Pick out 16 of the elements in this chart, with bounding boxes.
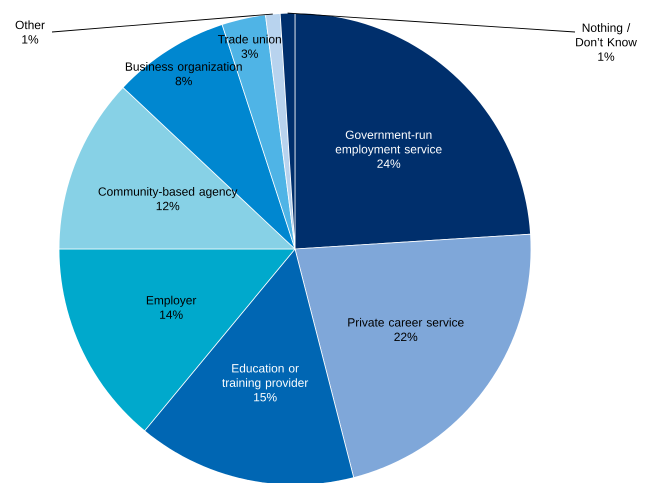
data-label: 22%	[394, 332, 418, 342]
slice-label: Other	[16, 20, 45, 30]
slice-label: Education or training provider	[222, 364, 308, 390]
data-label: 24%	[377, 159, 400, 168]
data-label: 3%	[242, 49, 258, 58]
data-label: 15%	[254, 393, 277, 402]
slice-label: Private career service	[348, 318, 464, 327]
slice-label: Employer	[146, 296, 196, 307]
data-label: 1%	[22, 35, 38, 44]
slice-label: Nothing / Don’t Know	[576, 23, 637, 46]
data-label: 8%	[176, 76, 192, 86]
data-label: 1%	[598, 52, 614, 61]
data-label: 14%	[160, 310, 183, 319]
data-label: 12%	[156, 202, 180, 210]
slice-label: Community-based agency	[98, 187, 238, 198]
slice-label: Government-run employment service	[336, 130, 442, 156]
